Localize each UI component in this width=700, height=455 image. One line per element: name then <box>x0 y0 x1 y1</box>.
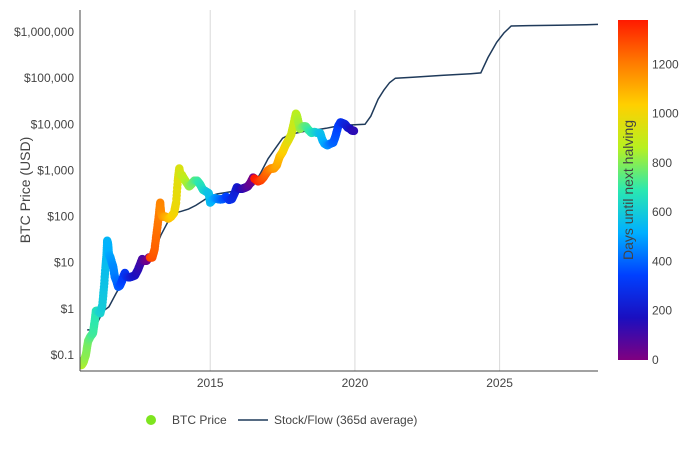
y-tick-label: $10,000 <box>31 117 75 131</box>
x-tick-label: 2025 <box>486 376 513 390</box>
colorbar-tick-label: 400 <box>652 254 672 268</box>
colorbar-tick-label: 1200 <box>652 57 679 71</box>
colorbar-tick-label: 600 <box>652 205 672 219</box>
y-tick-labels: $0.1 $1 $10 $100 $1,000 $10,000 $100,000 $1,000… <box>14 25 74 362</box>
y-axis-title: BTC Price (USD) <box>17 137 33 244</box>
y-tick-label: $0.1 <box>51 348 75 362</box>
btc-price-markers-layer <box>80 109 359 370</box>
colorbar-tick-label: 1000 <box>652 107 679 121</box>
colorbar: 0 200 400 600 800 1000 1200 Days until next ha… <box>618 20 679 367</box>
x-tick-label: 2020 <box>342 376 369 390</box>
legend-stock-flow-label: Stock/Flow (365d average) <box>274 413 417 427</box>
colorbar-title: Days until next halving <box>620 120 636 260</box>
colorbar-tick-label: 800 <box>652 156 672 170</box>
legend: BTC Price Stock/Flow (365d average) <box>146 413 417 427</box>
btc-price-point <box>349 126 359 136</box>
y-tick-label: $1,000 <box>37 163 74 177</box>
x-tick-labels: 2015 2020 2025 <box>197 376 513 390</box>
colorbar-tick-label: 0 <box>652 353 659 367</box>
stock-flow-line-layer <box>87 23 598 331</box>
colorbar-tick-label: 200 <box>652 304 672 318</box>
y-tick-label: $100,000 <box>24 71 74 85</box>
gridlines <box>209 10 501 371</box>
colorbar-gradient <box>618 20 648 360</box>
stock-flow-line <box>87 23 598 331</box>
colorbar-ticks: 0 200 400 600 800 1000 1200 <box>652 57 679 367</box>
y-tick-label: $100 <box>47 210 74 224</box>
y-tick-label: $1 <box>61 302 75 316</box>
y-tick-label: $10 <box>54 256 74 270</box>
legend-btc-price-label: BTC Price <box>172 413 227 427</box>
x-tick-label: 2015 <box>197 376 224 390</box>
legend-btc-price-marker <box>146 415 156 425</box>
y-tick-label: $1,000,000 <box>14 25 74 39</box>
